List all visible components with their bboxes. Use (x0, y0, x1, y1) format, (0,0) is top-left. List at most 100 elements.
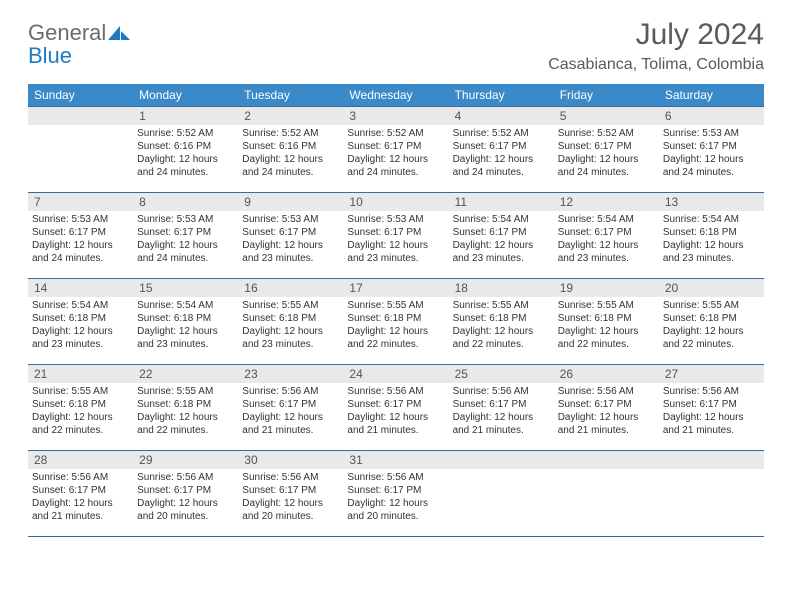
day-number: 6 (659, 107, 764, 125)
calendar-day-cell: 27Sunrise: 5:56 AMSunset: 6:17 PMDayligh… (659, 365, 764, 451)
day-number-empty (659, 451, 764, 469)
day-details: Sunrise: 5:54 AMSunset: 6:17 PMDaylight:… (449, 211, 554, 269)
day-number: 2 (238, 107, 343, 125)
day-details: Sunrise: 5:55 AMSunset: 6:18 PMDaylight:… (554, 297, 659, 355)
location-text: Casabianca, Tolima, Colombia (548, 56, 764, 74)
day-number: 23 (238, 365, 343, 383)
weekday-header: Tuesday (238, 84, 343, 107)
day-number: 4 (449, 107, 554, 125)
day-number: 12 (554, 193, 659, 211)
day-details: Sunrise: 5:54 AMSunset: 6:17 PMDaylight:… (554, 211, 659, 269)
logo-text-blue: Blue (28, 43, 72, 68)
day-number: 14 (28, 279, 133, 297)
calendar-day-cell: 9Sunrise: 5:53 AMSunset: 6:17 PMDaylight… (238, 193, 343, 279)
calendar-day-cell: 1Sunrise: 5:52 AMSunset: 6:16 PMDaylight… (133, 107, 238, 193)
day-details: Sunrise: 5:53 AMSunset: 6:17 PMDaylight:… (659, 125, 764, 183)
calendar-day-cell: 14Sunrise: 5:54 AMSunset: 6:18 PMDayligh… (28, 279, 133, 365)
day-details: Sunrise: 5:52 AMSunset: 6:16 PMDaylight:… (133, 125, 238, 183)
day-number: 8 (133, 193, 238, 211)
day-details: Sunrise: 5:53 AMSunset: 6:17 PMDaylight:… (238, 211, 343, 269)
day-number: 27 (659, 365, 764, 383)
calendar-day-cell: 7Sunrise: 5:53 AMSunset: 6:17 PMDaylight… (28, 193, 133, 279)
day-details: Sunrise: 5:54 AMSunset: 6:18 PMDaylight:… (659, 211, 764, 269)
logo-sail-icon (108, 24, 130, 40)
month-title: July 2024 (548, 18, 764, 52)
day-number-empty (554, 451, 659, 469)
day-number-empty (449, 451, 554, 469)
day-details: Sunrise: 5:56 AMSunset: 6:17 PMDaylight:… (659, 383, 764, 441)
day-number: 15 (133, 279, 238, 297)
calendar-day-cell: 6Sunrise: 5:53 AMSunset: 6:17 PMDaylight… (659, 107, 764, 193)
day-details: Sunrise: 5:55 AMSunset: 6:18 PMDaylight:… (28, 383, 133, 441)
day-number: 18 (449, 279, 554, 297)
day-details: Sunrise: 5:56 AMSunset: 6:17 PMDaylight:… (343, 383, 448, 441)
day-details: Sunrise: 5:52 AMSunset: 6:17 PMDaylight:… (554, 125, 659, 183)
day-number: 5 (554, 107, 659, 125)
header: General Blue July 2024 Casabianca, Tolim… (28, 18, 764, 74)
day-number-empty (28, 107, 133, 125)
calendar-day-cell: 2Sunrise: 5:52 AMSunset: 6:16 PMDaylight… (238, 107, 343, 193)
day-number: 29 (133, 451, 238, 469)
title-block: July 2024 Casabianca, Tolima, Colombia (548, 18, 764, 74)
calendar-week-row: 1Sunrise: 5:52 AMSunset: 6:16 PMDaylight… (28, 107, 764, 193)
day-number: 25 (449, 365, 554, 383)
calendar-day-cell: 12Sunrise: 5:54 AMSunset: 6:17 PMDayligh… (554, 193, 659, 279)
day-details: Sunrise: 5:52 AMSunset: 6:16 PMDaylight:… (238, 125, 343, 183)
day-number: 20 (659, 279, 764, 297)
day-details: Sunrise: 5:54 AMSunset: 6:18 PMDaylight:… (28, 297, 133, 355)
calendar-day-cell: 24Sunrise: 5:56 AMSunset: 6:17 PMDayligh… (343, 365, 448, 451)
day-number: 21 (28, 365, 133, 383)
calendar-header-row: SundayMondayTuesdayWednesdayThursdayFrid… (28, 84, 764, 107)
calendar-day-cell (554, 451, 659, 537)
day-number: 28 (28, 451, 133, 469)
day-number: 31 (343, 451, 448, 469)
calendar-day-cell: 22Sunrise: 5:55 AMSunset: 6:18 PMDayligh… (133, 365, 238, 451)
weekday-header: Wednesday (343, 84, 448, 107)
day-details: Sunrise: 5:56 AMSunset: 6:17 PMDaylight:… (238, 383, 343, 441)
day-number: 30 (238, 451, 343, 469)
calendar-day-cell: 26Sunrise: 5:56 AMSunset: 6:17 PMDayligh… (554, 365, 659, 451)
calendar-day-cell: 5Sunrise: 5:52 AMSunset: 6:17 PMDaylight… (554, 107, 659, 193)
weekday-header: Thursday (449, 84, 554, 107)
day-details: Sunrise: 5:56 AMSunset: 6:17 PMDaylight:… (238, 469, 343, 527)
calendar-day-cell: 11Sunrise: 5:54 AMSunset: 6:17 PMDayligh… (449, 193, 554, 279)
calendar-day-cell: 21Sunrise: 5:55 AMSunset: 6:18 PMDayligh… (28, 365, 133, 451)
day-details: Sunrise: 5:53 AMSunset: 6:17 PMDaylight:… (133, 211, 238, 269)
calendar-day-cell: 16Sunrise: 5:55 AMSunset: 6:18 PMDayligh… (238, 279, 343, 365)
day-number: 22 (133, 365, 238, 383)
day-details: Sunrise: 5:55 AMSunset: 6:18 PMDaylight:… (133, 383, 238, 441)
calendar-day-cell: 15Sunrise: 5:54 AMSunset: 6:18 PMDayligh… (133, 279, 238, 365)
calendar-day-cell: 29Sunrise: 5:56 AMSunset: 6:17 PMDayligh… (133, 451, 238, 537)
calendar-table: SundayMondayTuesdayWednesdayThursdayFrid… (28, 84, 764, 537)
weekday-header: Monday (133, 84, 238, 107)
day-details: Sunrise: 5:56 AMSunset: 6:17 PMDaylight:… (449, 383, 554, 441)
day-details: Sunrise: 5:52 AMSunset: 6:17 PMDaylight:… (449, 125, 554, 183)
weekday-header: Friday (554, 84, 659, 107)
day-details: Sunrise: 5:52 AMSunset: 6:17 PMDaylight:… (343, 125, 448, 183)
calendar-day-cell (659, 451, 764, 537)
calendar-week-row: 28Sunrise: 5:56 AMSunset: 6:17 PMDayligh… (28, 451, 764, 537)
calendar-week-row: 7Sunrise: 5:53 AMSunset: 6:17 PMDaylight… (28, 193, 764, 279)
calendar-day-cell: 17Sunrise: 5:55 AMSunset: 6:18 PMDayligh… (343, 279, 448, 365)
calendar-day-cell: 23Sunrise: 5:56 AMSunset: 6:17 PMDayligh… (238, 365, 343, 451)
day-number: 16 (238, 279, 343, 297)
day-number: 9 (238, 193, 343, 211)
day-details: Sunrise: 5:53 AMSunset: 6:17 PMDaylight:… (343, 211, 448, 269)
day-number: 3 (343, 107, 448, 125)
day-details: Sunrise: 5:56 AMSunset: 6:17 PMDaylight:… (554, 383, 659, 441)
calendar-day-cell: 19Sunrise: 5:55 AMSunset: 6:18 PMDayligh… (554, 279, 659, 365)
calendar-day-cell: 10Sunrise: 5:53 AMSunset: 6:17 PMDayligh… (343, 193, 448, 279)
day-number: 10 (343, 193, 448, 211)
day-number: 13 (659, 193, 764, 211)
day-details: Sunrise: 5:56 AMSunset: 6:17 PMDaylight:… (343, 469, 448, 527)
day-details: Sunrise: 5:55 AMSunset: 6:18 PMDaylight:… (449, 297, 554, 355)
calendar-day-cell: 4Sunrise: 5:52 AMSunset: 6:17 PMDaylight… (449, 107, 554, 193)
weekday-header: Saturday (659, 84, 764, 107)
calendar-day-cell: 30Sunrise: 5:56 AMSunset: 6:17 PMDayligh… (238, 451, 343, 537)
day-number: 7 (28, 193, 133, 211)
calendar-day-cell (28, 107, 133, 193)
day-details: Sunrise: 5:55 AMSunset: 6:18 PMDaylight:… (659, 297, 764, 355)
day-details: Sunrise: 5:56 AMSunset: 6:17 PMDaylight:… (28, 469, 133, 527)
day-details: Sunrise: 5:55 AMSunset: 6:18 PMDaylight:… (343, 297, 448, 355)
calendar-day-cell: 25Sunrise: 5:56 AMSunset: 6:17 PMDayligh… (449, 365, 554, 451)
